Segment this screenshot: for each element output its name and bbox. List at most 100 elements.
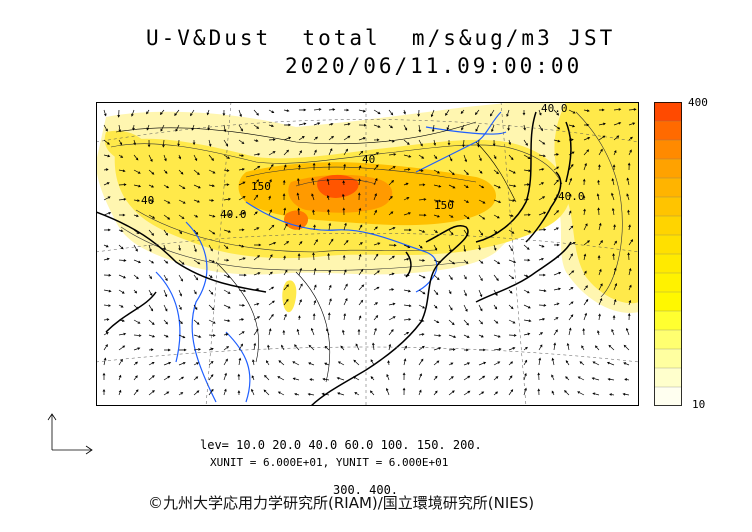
wind-arrow [312,209,315,216]
wind-arrow [463,199,470,203]
wind-arrow [418,139,423,147]
wind-arrow [478,199,486,204]
wind-arrow [146,109,150,115]
wind-arrow [133,361,138,366]
wind-arrow [283,241,290,246]
wind-arrow [493,376,499,381]
wind-arrow [253,316,261,321]
wind-arrow [460,109,465,114]
wind-arrow [598,240,603,246]
wind-arrow [623,362,630,366]
wind-arrow [388,243,397,247]
wind-arrow [373,253,379,261]
contour-label: 40.0 [541,102,568,115]
wind-arrow [133,214,139,218]
wind-arrow [193,390,200,396]
wind-arrow [475,124,480,132]
wind-arrow [373,302,378,306]
wind-arrow [418,229,426,233]
wind-arrow [507,124,510,131]
wind-arrow [538,228,547,231]
wind-arrow [118,183,127,186]
wind-arrow [370,359,375,366]
wind-arrow [628,224,631,231]
wind-arrow [118,358,123,366]
wind-arrow [388,139,395,143]
wind-arrow [538,357,542,366]
wind-arrow [343,148,348,156]
wind-arrow [523,139,528,146]
wind-arrow [118,229,124,233]
wind-arrow [146,124,150,131]
wind-arrow [522,110,526,116]
color-scale-swatch [654,196,682,217]
wind-arrow [208,184,215,188]
wind-arrow [565,376,570,381]
wind-arrow [508,259,517,264]
wind-arrow [568,109,576,114]
wind-arrow [294,392,300,396]
wind-arrow [322,377,330,381]
wind-arrow [597,207,600,216]
wind-arrow [277,391,285,396]
wind-arrow [327,162,331,171]
wind-arrow [553,193,559,201]
wind-arrow [582,328,586,336]
wind-arrow [523,289,530,294]
wind-arrow [223,289,231,294]
wind-arrow [298,283,303,291]
wind-arrow [102,372,106,380]
wind-arrow [282,329,286,336]
wind-arrow [328,284,332,291]
wind-arrow [163,184,170,189]
wind-arrow [193,362,199,366]
wind-arrow [523,154,531,159]
wind-arrow [388,288,395,291]
color-scale-swatch [654,120,682,141]
wind-arrow [103,139,110,145]
wind-arrow [118,304,124,308]
wind-arrow [553,139,561,143]
wind-arrow [191,124,195,131]
color-scale-swatch [654,139,682,160]
wind-arrow [418,183,426,187]
wind-arrow [148,361,155,366]
wind-arrow [103,244,109,248]
color-scale-swatch [654,158,682,179]
wind-arrow [553,255,560,261]
wind-arrow [403,257,410,261]
wind-arrow [478,169,483,174]
wind-arrow [493,229,498,234]
wind-arrow [568,225,574,231]
wind-arrow [508,199,516,202]
wind-arrow [193,319,200,325]
wind-arrow [418,259,426,262]
wind-arrow [448,390,455,396]
wind-arrow [118,332,127,336]
wind-arrow [283,223,288,231]
wind-arrow [313,224,316,231]
wind-arrow [309,378,315,381]
wind-arrow [598,313,601,321]
map-title: U-V&Dust total m/s&ug/m3 JST [146,26,616,50]
wind-arrow [448,289,452,295]
wind-arrow [608,344,615,351]
wind-arrow [448,169,455,176]
wind-arrow [238,273,247,277]
wind-arrow [433,214,440,218]
wind-arrow [493,184,501,189]
wind-arrow [373,327,377,336]
wind-arrow [283,313,287,321]
wind-arrow [268,224,275,231]
color-scale-min-label: 10 [692,398,706,411]
wind-arrow [148,375,155,381]
wind-arrow [622,392,630,396]
wind-arrow [298,315,301,321]
wind-arrow [237,390,241,396]
wind-arrow [553,210,560,216]
wind-arrow [253,165,261,171]
wind-arrow [388,329,394,336]
wind-arrow [478,304,483,312]
wind-arrow [103,257,110,261]
wind-arrow [493,259,501,265]
